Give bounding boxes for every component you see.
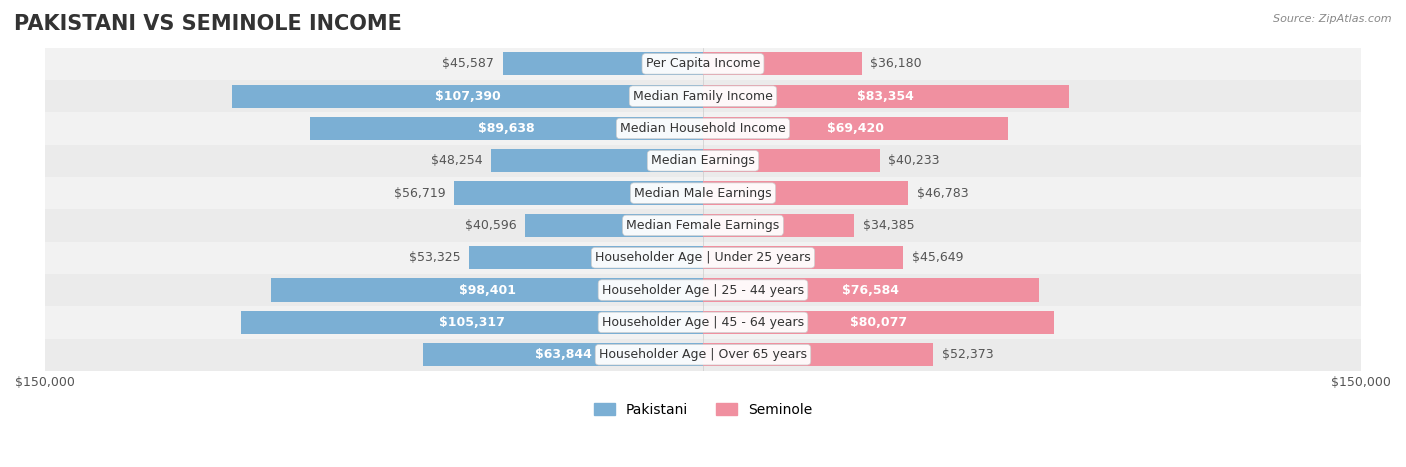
Bar xyxy=(240,311,703,334)
Bar xyxy=(45,241,1361,274)
Text: $52,373: $52,373 xyxy=(942,348,993,361)
Bar xyxy=(45,145,1361,177)
Text: $40,596: $40,596 xyxy=(464,219,516,232)
Text: Median Female Earnings: Median Female Earnings xyxy=(627,219,779,232)
Bar xyxy=(454,182,703,205)
Bar xyxy=(45,48,1361,80)
Text: Source: ZipAtlas.com: Source: ZipAtlas.com xyxy=(1274,14,1392,24)
Text: $56,719: $56,719 xyxy=(394,187,446,199)
Bar xyxy=(45,274,1361,306)
Text: Householder Age | Under 25 years: Householder Age | Under 25 years xyxy=(595,251,811,264)
Bar xyxy=(703,278,1039,302)
Bar xyxy=(45,113,1361,145)
Bar xyxy=(703,214,853,237)
Text: $83,354: $83,354 xyxy=(858,90,914,103)
Text: Householder Age | 25 - 44 years: Householder Age | 25 - 44 years xyxy=(602,283,804,297)
Bar xyxy=(703,85,1069,108)
Text: $98,401: $98,401 xyxy=(458,283,516,297)
Text: Median Earnings: Median Earnings xyxy=(651,154,755,167)
Text: $89,638: $89,638 xyxy=(478,122,534,135)
Text: $36,180: $36,180 xyxy=(870,57,922,71)
Bar xyxy=(45,177,1361,209)
Text: Median Household Income: Median Household Income xyxy=(620,122,786,135)
Bar xyxy=(423,343,703,366)
Text: $80,077: $80,077 xyxy=(851,316,907,329)
Bar xyxy=(703,182,908,205)
Text: Householder Age | 45 - 64 years: Householder Age | 45 - 64 years xyxy=(602,316,804,329)
Bar xyxy=(524,214,703,237)
Bar xyxy=(703,52,862,76)
Text: $69,420: $69,420 xyxy=(827,122,884,135)
Bar xyxy=(703,149,880,172)
Bar xyxy=(503,52,703,76)
Bar xyxy=(45,306,1361,339)
Text: Median Family Income: Median Family Income xyxy=(633,90,773,103)
Text: Householder Age | Over 65 years: Householder Age | Over 65 years xyxy=(599,348,807,361)
Bar xyxy=(45,80,1361,113)
Bar xyxy=(703,343,932,366)
Bar xyxy=(491,149,703,172)
Text: Per Capita Income: Per Capita Income xyxy=(645,57,761,71)
Text: $63,844: $63,844 xyxy=(534,348,592,361)
Bar xyxy=(703,246,903,269)
Text: $105,317: $105,317 xyxy=(439,316,505,329)
Bar xyxy=(232,85,703,108)
Text: $46,783: $46,783 xyxy=(917,187,969,199)
Text: $48,254: $48,254 xyxy=(430,154,482,167)
Bar xyxy=(703,117,1008,140)
Bar xyxy=(703,311,1054,334)
Text: $40,233: $40,233 xyxy=(889,154,939,167)
Text: $53,325: $53,325 xyxy=(409,251,460,264)
Text: Median Male Earnings: Median Male Earnings xyxy=(634,187,772,199)
Text: $107,390: $107,390 xyxy=(434,90,501,103)
Text: $76,584: $76,584 xyxy=(842,283,900,297)
Text: $45,587: $45,587 xyxy=(443,57,495,71)
Bar xyxy=(45,209,1361,241)
Legend: Pakistani, Seminole: Pakistani, Seminole xyxy=(588,397,818,422)
Bar xyxy=(470,246,703,269)
Bar xyxy=(309,117,703,140)
Text: $45,649: $45,649 xyxy=(912,251,963,264)
Bar xyxy=(45,339,1361,371)
Bar xyxy=(271,278,703,302)
Text: $34,385: $34,385 xyxy=(863,219,914,232)
Text: PAKISTANI VS SEMINOLE INCOME: PAKISTANI VS SEMINOLE INCOME xyxy=(14,14,402,34)
